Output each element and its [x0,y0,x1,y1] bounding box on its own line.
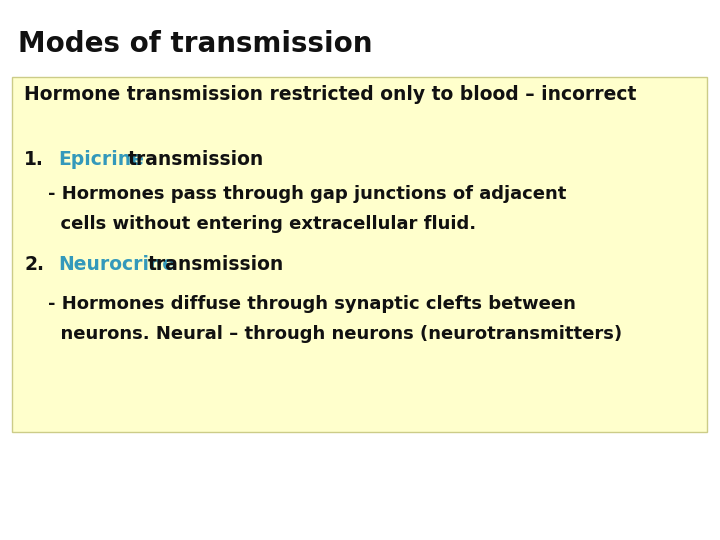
Text: Neurocrine: Neurocrine [58,255,175,274]
Text: - Hormones diffuse through synaptic clefts between: - Hormones diffuse through synaptic clef… [48,295,576,313]
Text: transmission: transmission [148,255,284,274]
Text: Hormone transmission restricted only to blood – incorrect: Hormone transmission restricted only to … [24,85,636,104]
Text: Epicrine: Epicrine [58,150,144,169]
Text: 2.: 2. [24,255,44,274]
Text: - Hormones pass through gap junctions of adjacent: - Hormones pass through gap junctions of… [48,185,567,203]
Text: 1.: 1. [24,150,44,169]
Text: Modes of transmission: Modes of transmission [18,30,372,58]
Text: transmission: transmission [128,150,264,169]
Text: neurons. Neural – through neurons (neurotransmitters): neurons. Neural – through neurons (neuro… [48,325,622,343]
FancyBboxPatch shape [12,77,707,432]
Text: cells without entering extracellular fluid.: cells without entering extracellular flu… [48,215,476,233]
